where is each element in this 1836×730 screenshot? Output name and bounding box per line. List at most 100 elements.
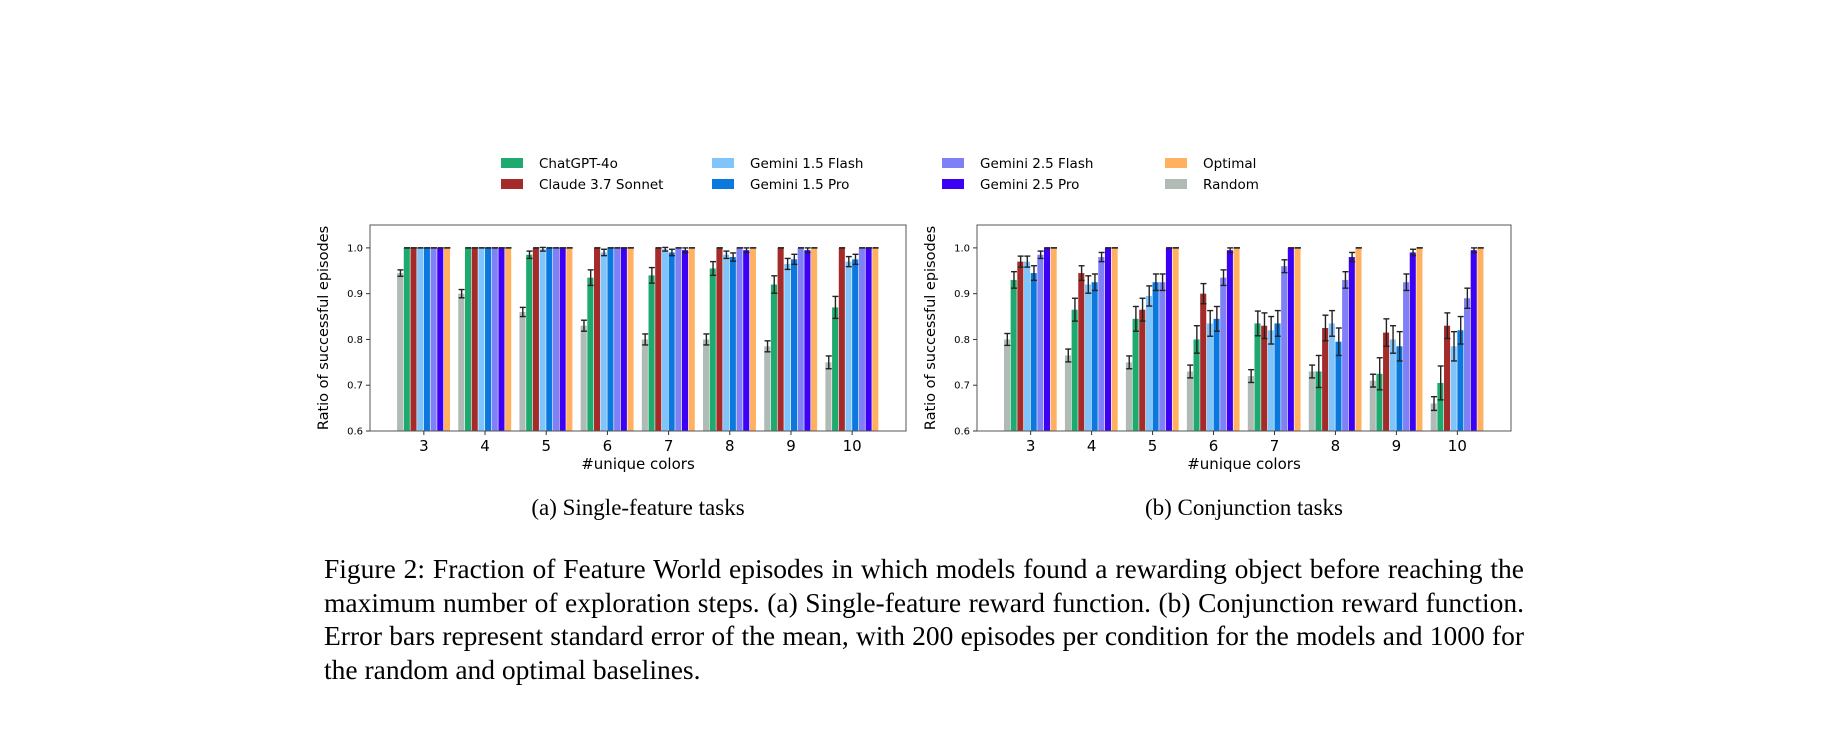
plot-frame xyxy=(976,224,1512,432)
bar xyxy=(443,247,451,431)
bar xyxy=(1010,279,1017,431)
error-bar xyxy=(1146,285,1153,307)
bar xyxy=(519,311,526,431)
bar xyxy=(655,247,662,431)
bar xyxy=(532,247,539,431)
bar xyxy=(1254,323,1261,431)
bar xyxy=(1403,282,1410,431)
bar xyxy=(661,249,668,431)
bar xyxy=(1376,373,1383,431)
bar xyxy=(410,247,417,431)
x-tick-label: 7 xyxy=(664,437,674,455)
error-bar xyxy=(804,247,811,254)
bar xyxy=(417,247,424,431)
error-bar xyxy=(1227,247,1234,254)
legend-item: ChatGPT-4o xyxy=(501,156,618,172)
error-bar xyxy=(1396,330,1403,362)
bar xyxy=(526,254,533,431)
bar xyxy=(1165,247,1172,431)
error-bar xyxy=(764,340,771,353)
bar xyxy=(648,275,655,431)
legend-item: Random xyxy=(1165,177,1259,193)
error-bar xyxy=(1431,395,1438,412)
bar xyxy=(1003,339,1011,431)
bar xyxy=(397,273,404,431)
bar xyxy=(723,254,730,431)
bar xyxy=(1206,323,1213,431)
legend-swatch xyxy=(501,158,523,168)
bar xyxy=(716,247,723,431)
bar xyxy=(1416,247,1423,431)
error-bar xyxy=(1004,332,1011,347)
legend-label: Gemini 2.5 Pro xyxy=(980,177,1079,193)
error-bar xyxy=(458,288,465,299)
error-bar xyxy=(784,257,791,271)
x-tick-label: 8 xyxy=(1331,437,1341,455)
bar xyxy=(1315,371,1322,431)
error-bar xyxy=(539,246,546,252)
bar xyxy=(1409,252,1416,431)
x-tick-label: 9 xyxy=(1392,437,1402,455)
y-tick-label: 0.6 xyxy=(347,427,363,438)
error-bar xyxy=(771,275,778,294)
error-bar xyxy=(1457,315,1464,345)
legend-swatch xyxy=(501,179,523,189)
legend-item: Claude 3.7 Sonnet xyxy=(501,177,663,193)
bar xyxy=(804,250,811,431)
error-bar xyxy=(587,269,594,287)
error-bar xyxy=(1024,255,1031,268)
error-bar xyxy=(1309,364,1316,379)
error-bar xyxy=(1065,348,1072,363)
bar xyxy=(688,247,695,431)
legend-label: Gemini 1.5 Flash xyxy=(750,156,863,172)
error-bar xyxy=(642,333,649,346)
bar xyxy=(1348,257,1355,431)
bar xyxy=(858,247,865,431)
legend-item: Optimal xyxy=(1165,156,1256,172)
bar xyxy=(1464,298,1471,431)
bar xyxy=(736,247,743,431)
bar xyxy=(580,325,587,431)
error-bar xyxy=(1152,273,1159,292)
bar xyxy=(743,250,750,431)
bar xyxy=(1328,323,1335,431)
error-bar xyxy=(743,247,750,254)
bar xyxy=(1145,295,1152,431)
error-bar xyxy=(1017,255,1024,268)
bar xyxy=(1091,282,1098,431)
y-tick-label: 0.9 xyxy=(347,289,363,300)
x-tick-label: 5 xyxy=(541,437,551,455)
bar xyxy=(703,339,710,431)
y-tick-label: 0.9 xyxy=(954,289,970,300)
bar xyxy=(709,268,716,431)
x-axis-label: #unique colors xyxy=(1187,455,1301,473)
bar xyxy=(471,247,478,431)
bar xyxy=(627,247,634,431)
bar xyxy=(614,247,621,431)
bar xyxy=(1159,282,1166,431)
error-bar xyxy=(832,295,839,320)
bar xyxy=(729,257,736,431)
bar xyxy=(1457,330,1464,431)
bar xyxy=(566,247,573,431)
bar xyxy=(458,293,465,431)
bar xyxy=(1396,346,1403,431)
y-tick-label: 1.0 xyxy=(954,243,970,254)
error-bar xyxy=(1220,269,1227,287)
y-axis-label: Ratio of successful episodes xyxy=(923,226,939,430)
error-bar xyxy=(1159,273,1166,292)
error-bar xyxy=(601,248,608,257)
bar xyxy=(1226,250,1233,431)
error-bar xyxy=(1139,297,1146,322)
bar xyxy=(478,247,485,431)
error-bar xyxy=(730,252,737,262)
error-bar xyxy=(1213,305,1220,332)
subcaption: (b) Conjunction tasks xyxy=(1145,495,1343,520)
legend-item: Gemini 2.5 Pro xyxy=(942,177,1079,193)
x-tick-label: 6 xyxy=(603,437,613,455)
error-bar xyxy=(1342,270,1349,289)
error-bar xyxy=(1254,310,1261,337)
bar xyxy=(1078,273,1085,431)
y-tick-label: 0.8 xyxy=(347,335,363,346)
